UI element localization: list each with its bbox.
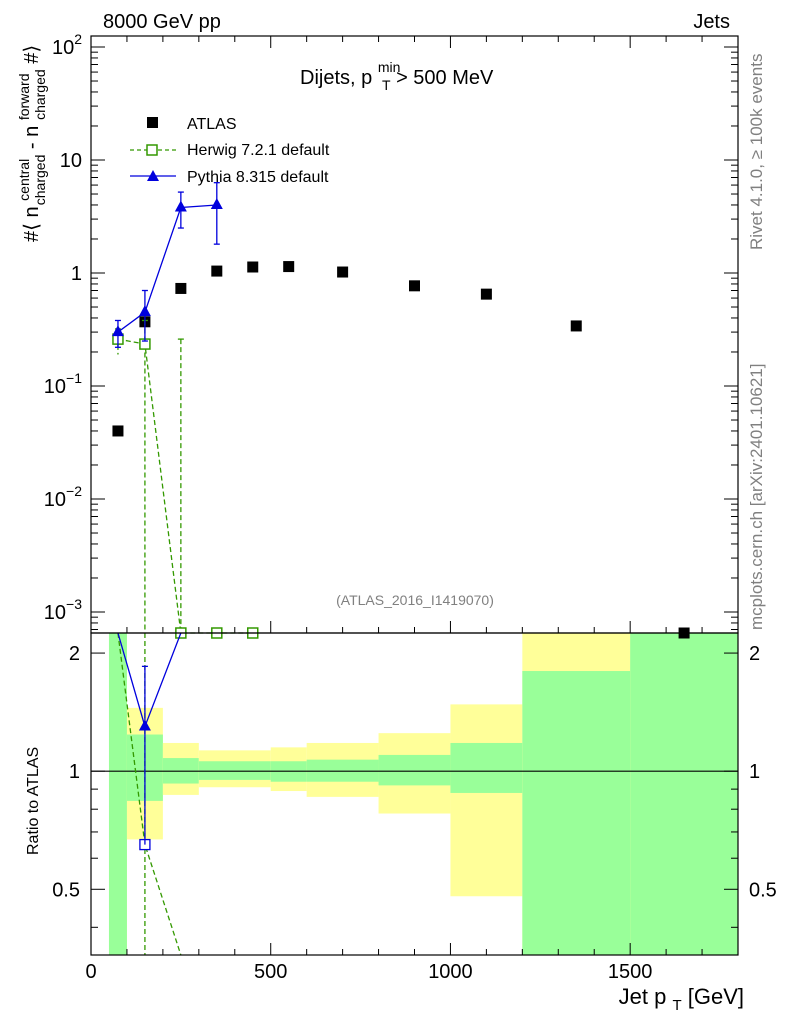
x-tick-label: 1000 [428, 961, 473, 983]
x-axis-label-tail: [GeV] [688, 984, 744, 1009]
y-tick-label-main: 10−1 [44, 370, 82, 398]
x-tick-label: 0 [85, 961, 96, 983]
mcplots-label: mcplots.cern.ch [arXiv:2401.10621] [747, 364, 766, 630]
pythia-ratio-point [138, 719, 151, 731]
legend-atlas-marker [147, 117, 158, 128]
plot-title-sup: min [378, 59, 401, 75]
legend-herwig-marker [146, 144, 158, 156]
y-axis-label-mid: - n [21, 126, 43, 149]
y-axis-label-sup1: central [16, 159, 32, 201]
legend-pythia-label: Pythia 8.315 default [187, 169, 329, 186]
y-tick-label-main: 10 [60, 150, 82, 172]
ratio-band-yellow-7 [450, 704, 523, 897]
x-axis-label-sub: T [672, 997, 681, 1014]
plot-title-sub: T [382, 77, 391, 93]
y-tick-label-ratio-right: 2 [749, 643, 760, 665]
y-axis-label-sub1: charged [32, 155, 48, 206]
pythia-line [117, 204, 217, 333]
x-tick-label: 500 [254, 961, 287, 983]
series-layer [111, 182, 690, 956]
herwig-ratio-line [117, 632, 182, 956]
atlas-point [409, 280, 420, 292]
y-tick-label-ratio: 1 [69, 761, 80, 783]
ratio-band-green-7 [450, 742, 523, 793]
y-axis-label-suffix: #⟩ [21, 45, 43, 64]
ratio-bands [91, 633, 738, 955]
atlas-point [175, 282, 187, 294]
y-axis-label-sup2: forward [16, 73, 32, 120]
y-tick-label-main: 102 [52, 31, 82, 59]
pythia-point [138, 305, 151, 317]
rivet-label: Rivet 4.1.0, ≥ 100k events [747, 54, 766, 250]
y-tick-label-main: 10−3 [44, 596, 82, 624]
y-tick-label-ratio: 2 [69, 643, 80, 665]
atlas-point [211, 265, 223, 277]
ratio-band-green-9 [630, 633, 738, 955]
legend: ATLAS Herwig 7.2.1 default Pythia 8.315 … [130, 116, 330, 186]
x-axis-label: Jet p T [GeV] [619, 984, 744, 1015]
legend-herwig-label: Herwig 7.2.1 default [187, 142, 330, 159]
ratio-band-green-6 [378, 754, 451, 786]
legend-atlas-label: ATLAS [187, 116, 237, 133]
x-tick-label: 1500 [608, 961, 653, 983]
pythia-point [111, 325, 124, 337]
y-axis-label-prefix: #⟨ n [21, 206, 43, 242]
atlas-point [570, 320, 582, 332]
atlas-point [112, 425, 124, 437]
analysis-watermark: (ATLAS_2016_I1419070) [336, 592, 494, 608]
plot-title-main: Dijets, p [300, 67, 372, 89]
main-axis-ticks: 10−3 10−2 10−1 1 10 102 [44, 31, 739, 633]
pythia-point [174, 200, 187, 212]
herwig-line [117, 338, 253, 634]
ratio-axis-ticks: 0 500 1000 1500 0.5 0.5 1 1 2 2 [52, 643, 777, 983]
ratio-band-green-0 [108, 633, 127, 955]
plot-title: Dijets, p min T > 500 MeV [300, 55, 494, 95]
atlas-point [337, 266, 349, 278]
ratio-frame [90, 632, 739, 956]
header-right: Jets [693, 11, 730, 33]
atlas-point [247, 261, 259, 273]
header-left: 8000 GeV pp [103, 11, 221, 33]
atlas-point [480, 288, 492, 300]
atlas-point [283, 261, 295, 273]
y-axis-label: #⟨ n central charged - n forward charged… [12, 45, 50, 242]
y-tick-label-ratio-right: 1 [749, 761, 760, 783]
ratio-band-green-8 [522, 671, 631, 955]
y-tick-label-ratio-right: 0.5 [749, 879, 777, 901]
legend-pythia-marker [147, 170, 159, 181]
ratio-y-axis-label: Ratio to ATLAS [25, 747, 42, 855]
y-tick-label-main: 1 [71, 263, 82, 285]
y-tick-label-main: 10−2 [44, 483, 82, 511]
y-tick-label-ratio: 0.5 [52, 879, 80, 901]
plot-title-tail: > 500 MeV [396, 67, 494, 89]
pythia-point [210, 197, 223, 209]
x-axis-label-main: Jet p [619, 984, 667, 1009]
y-axis-label-sub2: charged [32, 69, 48, 120]
